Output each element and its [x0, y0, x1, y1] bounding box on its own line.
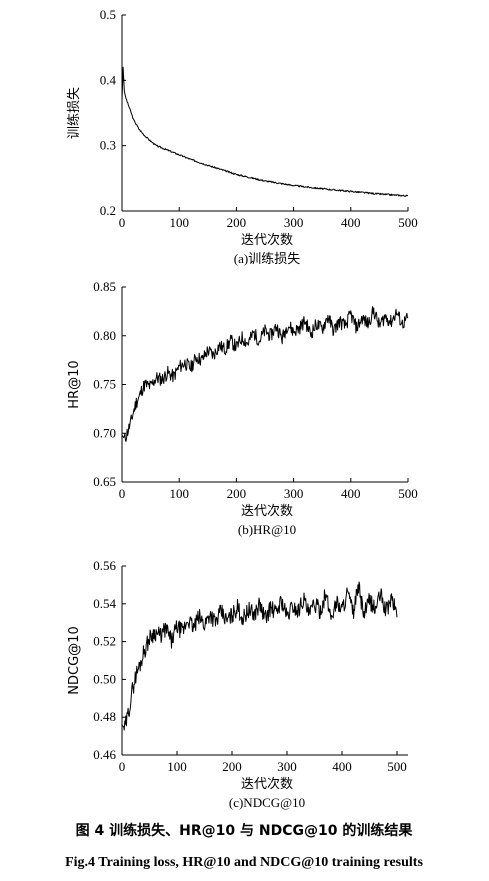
hr-y-tick-label: 0.65: [93, 474, 116, 489]
loss-subtitle: (a)训练损失: [234, 251, 300, 266]
ndcg-subtitle: (c)NDCG@10: [229, 795, 305, 810]
hr-chart: 0 100 200 300 400 500 0.65 0.70 0.75 0.80 0.85 迭代次数…: [67, 279, 418, 537]
hr-x-tick-label: 300: [284, 486, 304, 501]
loss-y-tick-label: 0.5: [100, 7, 116, 22]
hr-subtitle: (b)HR@10: [238, 522, 296, 537]
ndcg-x-tick-label: 200: [222, 759, 242, 774]
hr-x-axis-title: 迭代次数: [241, 503, 293, 519]
loss-chart: 0 100 200 300 400 500 0.2 0.3 0.4 0.5 迭代次数 训练损失 (a)训…: [67, 7, 418, 266]
loss-x-axis-title: 迭代次数: [241, 232, 293, 248]
caption-english: Fig.4 Training loss, HR@10 and NDCG@10 t…: [65, 855, 423, 870]
hr-x-tick-label: 200: [227, 486, 247, 501]
ndcg-y-tick-label: 0.56: [93, 558, 116, 573]
loss-y-axis-title: 训练损失: [67, 87, 82, 139]
hr-x-tick-label: 100: [169, 486, 189, 501]
ndcg-x-tick-label: 0: [119, 759, 126, 774]
ndcg-chart: 0 100 200 300 400 500 0.46 0.48 0.50 0.52 0.54 0.56…: [67, 558, 408, 810]
caption-chinese: 图 4 训练损失、HR@10 与 NDCG@10 的训练结果: [76, 822, 414, 839]
ndcg-x-axis-title: 迭代次数: [241, 776, 293, 792]
ndcg-y-tick-label: 0.52: [93, 634, 116, 649]
loss-y-tick-label: 0.2: [100, 203, 116, 218]
ndcg-x-tick-label: 100: [167, 759, 187, 774]
ndcg-y-tick-label: 0.46: [93, 747, 116, 762]
loss-x-tick-label: 500: [398, 215, 418, 230]
hr-x-tick-label: 400: [341, 486, 361, 501]
ndcg-x-tick-label: 500: [387, 759, 407, 774]
loss-x-tick-label: 0: [119, 215, 126, 230]
loss-x-tick-label: 200: [227, 215, 247, 230]
hr-y-tick-label: 0.70: [93, 425, 116, 440]
loss-y-tick-label: 0.4: [100, 72, 117, 87]
ndcg-x-tick-label: 400: [332, 759, 352, 774]
hr-y-tick-label: 0.85: [93, 279, 116, 294]
loss-y-tick-label: 0.3: [100, 138, 116, 153]
ndcg-y-tick-label: 0.54: [93, 596, 116, 611]
plots-group: 0 100 200 300 400 500 0.2 0.3 0.4 0.5 迭代次数 训练损失 (a)训…: [67, 7, 418, 810]
loss-x-tick-label: 400: [341, 215, 361, 230]
hr-y-axis-title: HR@10: [67, 360, 82, 408]
loss-x-tick-label: 100: [169, 215, 189, 230]
hr-x-tick-label: 0: [119, 486, 126, 501]
hr-series-line: [121, 306, 409, 442]
ndcg-y-axis-title: NDCG@10: [67, 626, 82, 694]
loss-series-line: [121, 66, 409, 197]
hr-y-tick-label: 0.80: [93, 328, 116, 343]
ndcg-x-tick-label: 300: [277, 759, 297, 774]
hr-y-tick-label: 0.75: [93, 377, 116, 392]
ndcg-series-line: [121, 581, 398, 731]
loss-x-tick-label: 300: [284, 215, 304, 230]
ndcg-y-tick-label: 0.48: [93, 709, 116, 724]
hr-x-tick-label: 500: [398, 486, 418, 501]
ndcg-y-tick-label: 0.50: [93, 671, 116, 686]
